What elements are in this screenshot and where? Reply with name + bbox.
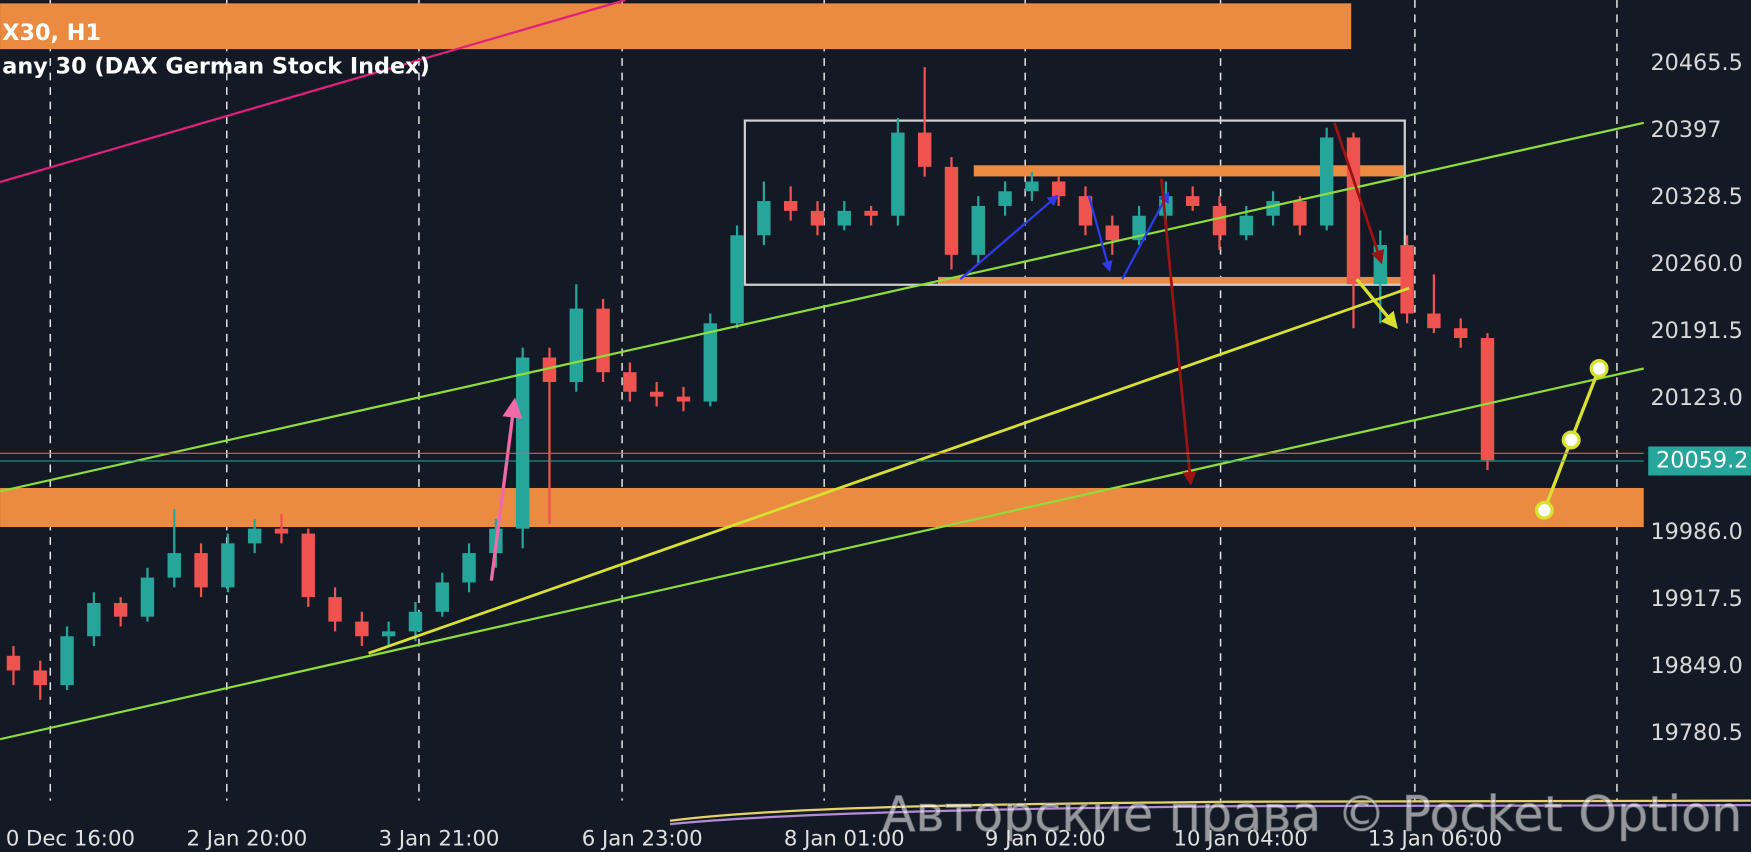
candle-body: [221, 543, 235, 588]
candle-body: [757, 201, 771, 236]
candle-body: [1346, 137, 1361, 285]
forecast-point: [1561, 430, 1581, 450]
candle-body: [971, 205, 985, 255]
arrow: [1159, 178, 1197, 486]
trend-line: [0, 0, 626, 184]
candle-body: [1078, 196, 1093, 226]
resistance-zone: [0, 3, 1352, 50]
candle-body: [462, 553, 476, 583]
candle-body: [917, 132, 932, 167]
range-top-zone: [973, 165, 1404, 177]
candle-body: [1427, 313, 1441, 329]
y-tick-label: 20123.0: [1650, 385, 1742, 411]
candle-body: [6, 655, 21, 671]
candle-body: [408, 611, 423, 632]
candle-body: [596, 308, 610, 373]
arrow: [1355, 278, 1398, 329]
y-tick-label: 20397: [1650, 117, 1721, 143]
candle-body: [837, 210, 851, 226]
candle-body: [435, 582, 449, 612]
x-tick-label: 10 Jan 04:00: [1174, 827, 1308, 852]
candle-body: [328, 597, 342, 622]
arrow: [959, 194, 1059, 281]
candle-body: [167, 553, 181, 578]
candle-body: [1293, 201, 1307, 226]
arrow: [1121, 191, 1170, 280]
y-tick-label: 19849.0: [1650, 653, 1742, 679]
candle-body: [60, 636, 74, 686]
instrument-name: any 30 (DAX German Stock Index): [2, 53, 430, 79]
candle-body: [515, 357, 530, 529]
candle-body: [1105, 225, 1119, 241]
x-tick-label: 3 Jan 21:00: [379, 827, 500, 852]
x-tick-label: 9 Jan 02:00: [985, 827, 1106, 852]
x-tick-label: 0 Dec 16:00: [6, 827, 135, 852]
arrow: [489, 397, 523, 581]
candle-body: [1212, 205, 1227, 236]
x-tick-label: 8 Jan 01:00: [784, 827, 905, 852]
candle-body: [730, 235, 744, 324]
symbol: X30, H1: [2, 20, 101, 46]
candle-body: [998, 191, 1012, 206]
candle-body: [891, 132, 905, 216]
y-tick-label: 19986.0: [1650, 519, 1742, 545]
candle-body: [1453, 328, 1468, 338]
y-tick-label: 19917.5: [1650, 586, 1742, 612]
trend-line: [0, 367, 1644, 741]
candle-body: [542, 357, 557, 382]
candle-body: [194, 553, 208, 588]
x-tick-label: 6 Jan 23:00: [582, 827, 703, 852]
candle-body: [649, 391, 664, 397]
candle-body: [1400, 245, 1414, 314]
range-box: [743, 119, 1406, 286]
candle-body: [1480, 337, 1495, 461]
candle-body: [569, 308, 583, 382]
candle-body: [1373, 245, 1387, 285]
candle-body: [1025, 181, 1039, 192]
trend-line: [368, 286, 1410, 655]
candle-body: [676, 396, 691, 402]
candle-body: [355, 621, 369, 637]
y-tick-label: 19780.5: [1650, 720, 1742, 746]
candle-body: [381, 631, 396, 637]
candle-body: [1132, 215, 1146, 241]
candle-body: [623, 372, 637, 392]
watermark: Авторские права © Pocket Option: [882, 785, 1742, 843]
candle-body: [783, 201, 798, 211]
candle-body: [1319, 137, 1334, 226]
y-tick-label: 20260.0: [1650, 251, 1742, 277]
last-price-label: 20059.2: [1656, 447, 1748, 473]
candle-body: [113, 602, 128, 617]
candle-body: [1051, 181, 1066, 197]
candle-body: [1185, 196, 1200, 206]
candle-body: [140, 577, 155, 617]
indicator-line: [669, 799, 1751, 822]
arrow: [1333, 122, 1385, 265]
last-price-box: [1648, 446, 1751, 476]
candle-body: [703, 323, 717, 402]
candle-body: [1239, 215, 1253, 236]
candle-body: [864, 210, 878, 216]
y-tick-label: 20328.5: [1650, 184, 1742, 210]
trend-line: [0, 121, 1644, 493]
candle-body: [247, 528, 262, 544]
candle-body: [87, 602, 101, 637]
y-tick-label: 20465.5: [1650, 50, 1742, 76]
x-tick-label: 13 Jan 06:00: [1368, 827, 1502, 852]
indicator-line: [669, 803, 1751, 826]
candle-body: [1266, 201, 1280, 216]
candle-body: [944, 166, 959, 255]
forecast-point: [1534, 500, 1554, 520]
candle-body: [810, 210, 825, 226]
y-tick-label: 20191.5: [1650, 318, 1742, 344]
arrow: [1087, 195, 1113, 273]
forecast-point: [1589, 359, 1609, 378]
candle-body: [274, 528, 289, 534]
candle-body: [33, 670, 47, 686]
x-tick-label: 2 Jan 20:00: [187, 827, 308, 852]
candle-body: [301, 533, 315, 598]
